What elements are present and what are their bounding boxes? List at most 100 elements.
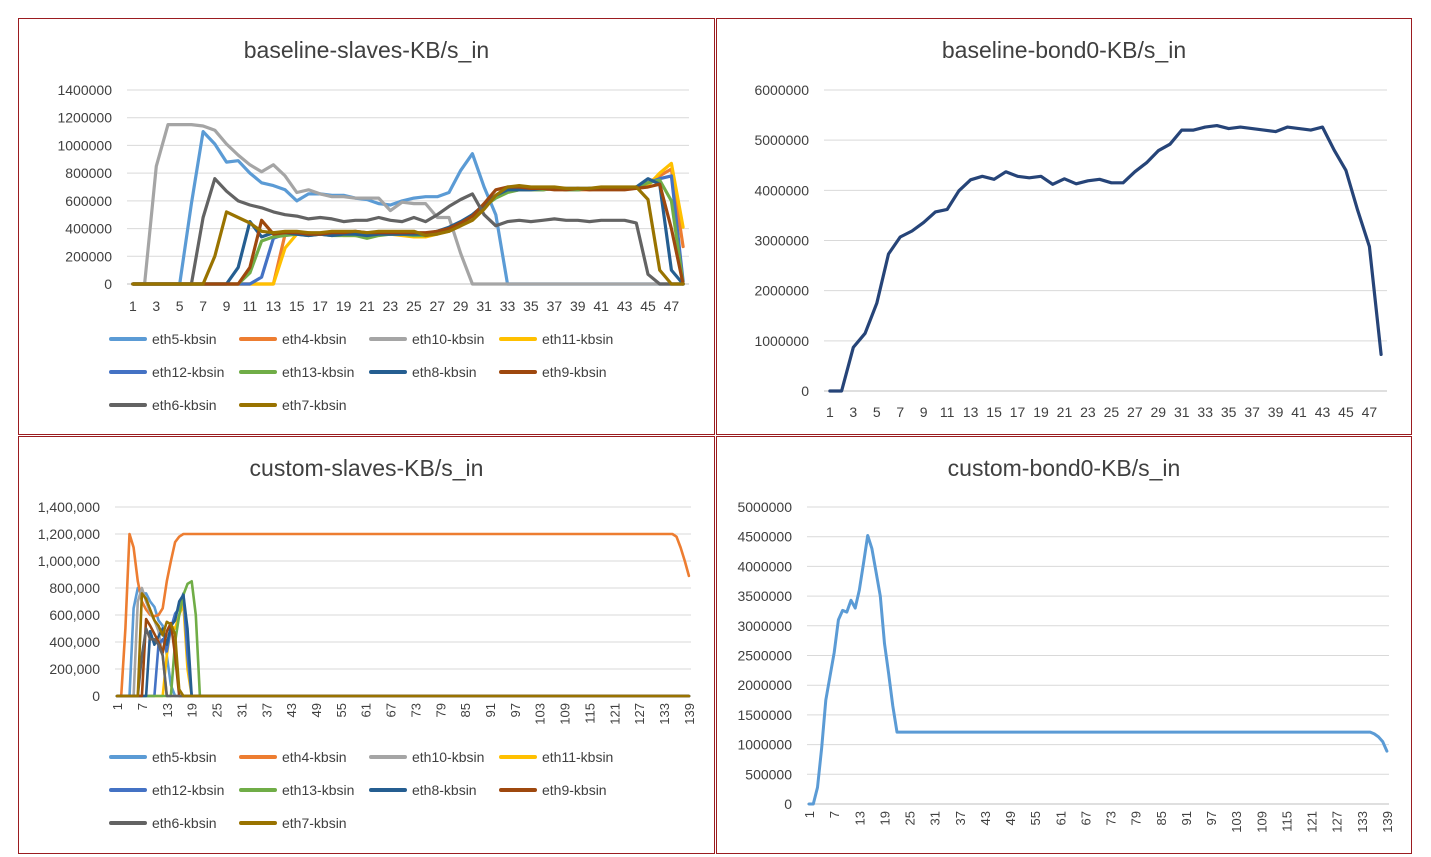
x-tick-label: 23 (1080, 404, 1096, 420)
legend-swatch (239, 370, 277, 374)
x-tick-label: 17 (1010, 404, 1026, 420)
y-tick-label: 1,000,000 (38, 553, 100, 569)
y-tick-label: 1500000 (737, 707, 792, 723)
x-tick-label: 91 (483, 703, 498, 717)
legend-label: eth10-kbsin (412, 749, 485, 765)
legend-item: eth12-kbsin (109, 782, 224, 798)
x-tick-label: 9 (920, 404, 928, 420)
legend-swatch (369, 370, 407, 374)
x-tick-label: 73 (1104, 811, 1119, 825)
y-tick-label: 3000000 (754, 233, 809, 249)
x-tick-label: 21 (359, 298, 375, 314)
legend-swatch (499, 788, 537, 792)
x-tick-label: 33 (1197, 404, 1213, 420)
series-line-eth12-kbsin (115, 592, 691, 698)
x-tick-label: 1 (802, 811, 817, 818)
legend-label: eth5-kbsin (152, 749, 217, 765)
series-line-series-0 (828, 124, 1383, 393)
x-tick-label: 39 (570, 298, 586, 314)
x-tick-label: 13 (266, 298, 282, 314)
y-tick-label: 1200000 (57, 110, 112, 126)
legend-label: eth11-kbsin (542, 331, 614, 347)
legend-item: eth7-kbsin (239, 815, 347, 831)
legend-swatch (499, 337, 537, 341)
x-tick-label: 7 (827, 811, 842, 818)
y-tick-label: 800,000 (49, 580, 100, 596)
x-tick-label: 33 (500, 298, 516, 314)
y-tick-label: 0 (104, 276, 112, 292)
legend-swatch (239, 403, 277, 407)
legend-item: eth6-kbsin (109, 815, 217, 831)
x-tick-label: 35 (1221, 404, 1237, 420)
x-tick-label: 31 (928, 811, 943, 825)
plot-area: 0 200,000 400,000 600,000 800,000 1,000,000 1,… (38, 499, 697, 725)
x-tick-label: 67 (1078, 811, 1093, 825)
x-tick-label: 91 (1179, 811, 1194, 825)
legend-label: eth4-kbsin (282, 331, 347, 347)
plot-area: 0 500000 1000000 1500000 2000000 2500000 30000… (737, 499, 1395, 833)
y-tick-label: 400,000 (49, 634, 100, 650)
legend-label: eth5-kbsin (152, 331, 217, 347)
x-tick-label: 31 (1174, 404, 1190, 420)
x-tick-label: 115 (1279, 811, 1294, 832)
legend-swatch (109, 370, 147, 374)
series-line-eth10-kbsin (131, 123, 685, 286)
legend-swatch (369, 788, 407, 792)
x-tick-label: 45 (1338, 404, 1354, 420)
x-tick-label: 97 (1204, 811, 1219, 825)
x-tick-label: 37 (547, 298, 563, 314)
y-tick-label: 6000000 (754, 82, 809, 98)
y-tick-label: 2500000 (737, 648, 792, 664)
plot-area: 0 200000 400000 600000 800000 1000000 1200000 1… (57, 82, 689, 314)
x-tick-label: 43 (978, 811, 993, 825)
legend-label: eth8-kbsin (412, 782, 477, 798)
x-tick-label: 97 (508, 703, 523, 717)
legend-label: eth9-kbsin (542, 782, 607, 798)
legend-swatch (109, 821, 147, 825)
x-tick-label: 13 (852, 811, 867, 825)
legend-item: eth7-kbsin (239, 397, 347, 413)
x-tick-label: 35 (523, 298, 539, 314)
legend-label: eth10-kbsin (412, 331, 485, 347)
x-tick-label: 109 (1254, 811, 1269, 833)
legend-swatch (109, 788, 147, 792)
y-tick-label: 2000000 (737, 677, 792, 693)
x-tick-label: 139 (1380, 811, 1395, 833)
x-tick-label: 23 (383, 298, 399, 314)
legend-item: eth12-kbsin (109, 364, 224, 380)
x-tick-label: 37 (259, 703, 274, 717)
x-tick-label: 103 (533, 703, 548, 725)
x-tick-label: 109 (558, 703, 573, 725)
legend-label: eth9-kbsin (542, 364, 607, 380)
x-tick-label: 19 (336, 298, 352, 314)
legend-label: eth6-kbsin (152, 815, 217, 831)
series-line-series-0 (807, 534, 1389, 806)
x-tick-label: 55 (334, 703, 349, 717)
x-tick-label: 43 (1315, 404, 1331, 420)
x-tick-label: 31 (476, 298, 492, 314)
x-tick-label: 27 (1127, 404, 1143, 420)
legend-swatch (239, 755, 277, 759)
plot-area: 0 1000000 2000000 3000000 4000000 5000000 6000… (754, 82, 1387, 420)
y-tick-label: 400000 (65, 221, 112, 237)
legend-item: eth6-kbsin (109, 397, 217, 413)
x-tick-label: 39 (1268, 404, 1284, 420)
series-line-eth5-kbsin (131, 130, 685, 286)
y-tick-label: 3500000 (737, 588, 792, 604)
y-tick-label: 4500000 (737, 529, 792, 545)
x-tick-label: 61 (359, 703, 374, 717)
x-tick-label: 45 (640, 298, 656, 314)
y-tick-label: 500000 (745, 766, 792, 782)
legend-swatch (499, 370, 537, 374)
y-tick-label: 1400000 (57, 82, 112, 98)
legend-swatch (239, 821, 277, 825)
y-tick-label: 4000000 (737, 558, 792, 574)
y-tick-label: 600,000 (49, 607, 100, 623)
series-line-eth7-kbsin (115, 592, 691, 698)
x-tick-label: 37 (953, 811, 968, 825)
y-tick-label: 5000000 (737, 499, 792, 515)
custom-slaves-chart: custom-slaves-KB/s_in 0 200,000 400,000 600… (18, 436, 715, 854)
y-tick-label: 1,400,000 (38, 499, 100, 515)
x-tick-label: 47 (664, 298, 680, 314)
chart-title: baseline-slaves-KB/s_in (243, 37, 490, 63)
